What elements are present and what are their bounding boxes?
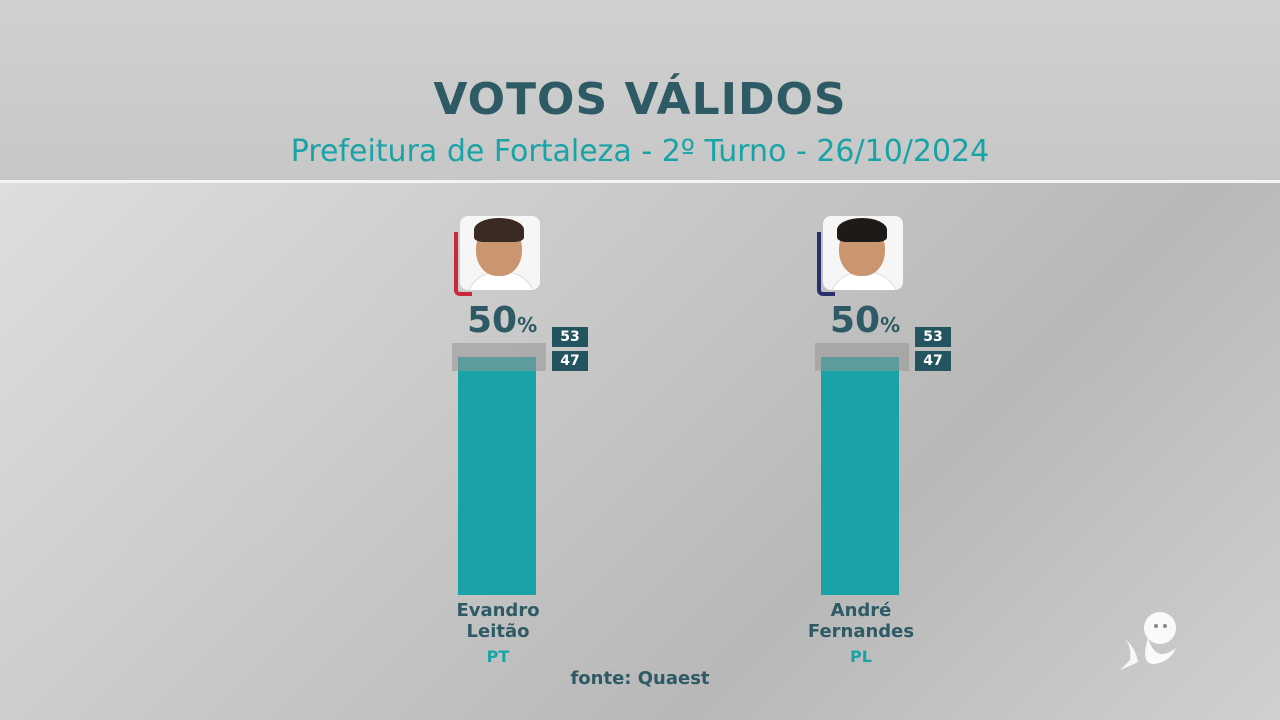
margin-high-label: 53 (915, 327, 951, 347)
margin-high-label: 53 (552, 327, 588, 347)
candidate-photo (823, 216, 903, 290)
percent-label: 50% (467, 300, 538, 341)
candidate-name-line2: Leitão (466, 621, 530, 642)
candidate-column-evandro: 50% 53 47 Evandro Leitão PT (412, 0, 592, 720)
candidate-photo (460, 216, 540, 290)
candidate-name-line1: Evandro (456, 600, 540, 621)
header-divider (0, 180, 1280, 183)
candidate-name: Evandro Leitão (412, 600, 584, 642)
chart-title: VOTOS VÁLIDOS (433, 74, 847, 125)
photo-hair (474, 218, 524, 242)
party-label: PT (486, 647, 510, 666)
candidate-name-line1: André (830, 600, 892, 621)
header-band (0, 0, 1280, 181)
party-accent-mark (454, 232, 472, 296)
bar-track (821, 357, 899, 595)
bar-track (458, 357, 536, 595)
bar (821, 357, 899, 595)
margin-of-error-band (815, 343, 909, 371)
broadcaster-logo-icon (1120, 612, 1176, 670)
candidate-name-line2: Fernandes (807, 621, 915, 642)
chart-subtitle: Prefeitura de Fortaleza - 2º Turno - 26/… (290, 134, 990, 169)
candidate-name: André Fernandes (775, 600, 947, 642)
party-accent-mark (817, 232, 835, 296)
margin-low-label: 47 (552, 351, 588, 371)
margin-low-label: 47 (915, 351, 951, 371)
source-label: fonte: Quaest (570, 668, 710, 689)
percent-label: 50% (830, 300, 901, 341)
party-label: PL (850, 647, 872, 666)
candidate-column-andre: 50% 53 47 André Fernandes PL (775, 0, 955, 720)
margin-of-error-band (452, 343, 546, 371)
bar (458, 357, 536, 595)
photo-hair (837, 218, 887, 242)
